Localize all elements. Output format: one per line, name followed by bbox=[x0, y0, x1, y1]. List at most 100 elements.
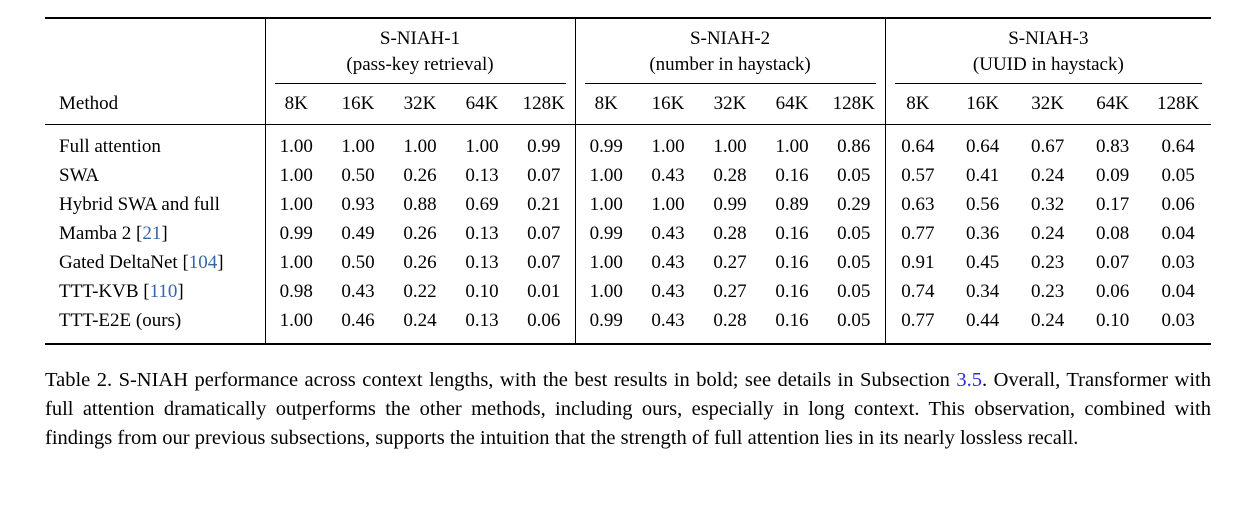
method-cell: Full attention bbox=[59, 135, 161, 157]
value-cell: 0.16 bbox=[775, 309, 809, 331]
group-header-rule: S-NIAH-2 (number in haystack) bbox=[584, 26, 876, 84]
value-cell: 0.24 bbox=[1030, 164, 1065, 186]
value-cell: 0.86 bbox=[837, 135, 871, 157]
citation-link[interactable]: 104 bbox=[188, 251, 218, 273]
col-header-s-niah-1-128k: 128K bbox=[513, 84, 576, 125]
value-cell: 0.07 bbox=[1095, 251, 1130, 273]
value-cell: 0.91 bbox=[884, 248, 951, 277]
value-cell: 0.64 bbox=[1161, 135, 1195, 157]
value-cell: 0.16 bbox=[775, 164, 809, 186]
col-header-s-niah-2-16k: 16K bbox=[637, 84, 700, 125]
value-cell: 0.50 bbox=[341, 164, 375, 186]
value-cell: 0.06 bbox=[527, 309, 561, 331]
value-cell: 0.05 bbox=[837, 309, 871, 331]
col-header-s-niah-3-32k: 32K bbox=[1015, 84, 1081, 125]
value-cell: 0.43 bbox=[651, 251, 685, 273]
value-cell: 1.00 bbox=[264, 190, 327, 219]
value-cell: 0.98 bbox=[264, 277, 327, 306]
value-cell: 0.74 bbox=[884, 277, 951, 306]
value-cell: 0.04 bbox=[1161, 280, 1195, 302]
value-cell: 0.89 bbox=[775, 193, 809, 215]
group-header-sniah3: S-NIAH-3 (UUID in haystack) bbox=[884, 18, 1212, 84]
method-cell: Mamba 2 [21] bbox=[45, 219, 265, 248]
value-cell: 1.00 bbox=[264, 248, 327, 277]
value-cell: 1.00 bbox=[574, 161, 638, 190]
value-cell: 0.13 bbox=[465, 164, 499, 186]
method-label: TTT-KVB [ bbox=[59, 280, 150, 302]
value-cell: 0.23 bbox=[1030, 280, 1065, 302]
value-cell: 0.69 bbox=[465, 193, 499, 215]
value-cell: 0.45 bbox=[965, 251, 1000, 273]
citation-link[interactable]: 110 bbox=[149, 280, 178, 302]
group-header-sniah2: S-NIAH-2 (number in haystack) bbox=[574, 18, 886, 84]
value-cell: 0.26 bbox=[403, 222, 437, 244]
value-cell: 0.05 bbox=[837, 164, 871, 186]
value-cell: 0.23 bbox=[1030, 251, 1065, 273]
table-row: Full attention 1.00 1.00 1.00 1.00 0.99 0.99 1.… bbox=[45, 124, 1211, 161]
value-cell: 0.44 bbox=[965, 309, 1000, 331]
value-cell: 0.50 bbox=[341, 251, 375, 273]
value-cell: 0.07 bbox=[527, 222, 561, 244]
value-cell: 0.01 bbox=[527, 280, 561, 302]
col-header-s-niah-1-16k: 16K bbox=[327, 84, 389, 125]
value-cell: 0.13 bbox=[465, 251, 499, 273]
value-cell: 0.88 bbox=[403, 193, 437, 215]
value-cell: 0.43 bbox=[651, 280, 685, 302]
col-header-s-niah-3-128k: 128K bbox=[1145, 84, 1212, 125]
value-cell: 0.56 bbox=[965, 193, 1000, 215]
method-column-header: Method bbox=[45, 84, 265, 125]
value-cell: 0.93 bbox=[341, 193, 375, 215]
value-cell: 0.22 bbox=[403, 280, 437, 302]
method-label-bracket: ] bbox=[217, 251, 224, 273]
value-cell: 1.00 bbox=[651, 135, 685, 157]
value-cell: 0.27 bbox=[713, 251, 747, 273]
table-row: Gated DeltaNet [104] 1.00 0.50 0.26 0.13 0.07… bbox=[45, 248, 1211, 277]
value-cell: 0.04 bbox=[1161, 222, 1195, 244]
method-label: Gated DeltaNet [ bbox=[59, 251, 189, 273]
col-header-s-niah-3-64k: 64K bbox=[1080, 84, 1146, 125]
col-header-s-niah-3-16k: 16K bbox=[950, 84, 1016, 125]
col-header-s-niah-1-8k: 8K bbox=[264, 84, 327, 125]
value-cell: 0.17 bbox=[1095, 193, 1130, 215]
subsection-link[interactable]: 3.5 bbox=[956, 369, 983, 391]
method-cell: Hybrid SWA and full bbox=[59, 193, 220, 215]
value-cell: 0.27 bbox=[713, 280, 747, 302]
table-row: TTT-E2E (ours) 1.00 0.46 0.24 0.13 0.06 0.99 0.… bbox=[45, 306, 1211, 344]
method-label-bracket: ] bbox=[161, 222, 168, 244]
value-cell: 0.05 bbox=[837, 222, 871, 244]
group-header-row: S-NIAH-1 (pass-key retrieval) S-NIAH-2 (… bbox=[45, 18, 1212, 84]
value-cell: 1.00 bbox=[574, 190, 638, 219]
value-cell: 1.00 bbox=[775, 135, 809, 157]
value-cell: 0.49 bbox=[341, 222, 375, 244]
value-cell: 0.06 bbox=[1161, 193, 1195, 215]
group-header-sniah1: S-NIAH-1 (pass-key retrieval) bbox=[264, 18, 576, 84]
col-header-s-niah-2-8k: 8K bbox=[574, 84, 638, 125]
value-cell: 1.00 bbox=[713, 135, 747, 157]
value-cell: 0.57 bbox=[884, 161, 951, 190]
value-cell: 0.06 bbox=[1095, 280, 1130, 302]
value-cell: 0.99 bbox=[574, 306, 638, 344]
col-header-s-niah-2-64k: 64K bbox=[761, 84, 824, 125]
value-cell: 0.07 bbox=[527, 164, 561, 186]
value-cell: 0.77 bbox=[884, 219, 951, 248]
value-cell: 0.26 bbox=[403, 251, 437, 273]
value-cell: 0.99 bbox=[574, 219, 638, 248]
method-cell: TTT-E2E (ours) bbox=[59, 309, 182, 331]
value-cell: 1.00 bbox=[341, 135, 375, 157]
value-cell: 0.24 bbox=[403, 309, 437, 331]
value-cell: 0.29 bbox=[837, 193, 871, 215]
caption-text-before: Table 2. S-NIAH performance across conte… bbox=[45, 369, 957, 391]
value-cell: 0.99 bbox=[527, 135, 561, 157]
group-title: S-NIAH-3 bbox=[1008, 28, 1089, 49]
col-header-s-niah-1-32k: 32K bbox=[389, 84, 451, 125]
table-row: TTT-KVB [110] 0.98 0.43 0.22 0.10 0.01 1.00 0.4… bbox=[45, 277, 1211, 306]
value-cell: 0.41 bbox=[965, 164, 1000, 186]
value-cell: 0.46 bbox=[341, 309, 375, 331]
value-cell: 0.10 bbox=[1095, 309, 1130, 331]
citation-link[interactable]: 21 bbox=[142, 222, 162, 244]
value-cell: 0.05 bbox=[1161, 164, 1195, 186]
value-cell: 0.43 bbox=[651, 309, 685, 331]
value-cell: 0.34 bbox=[965, 280, 1000, 302]
value-cell: 0.99 bbox=[713, 193, 747, 215]
